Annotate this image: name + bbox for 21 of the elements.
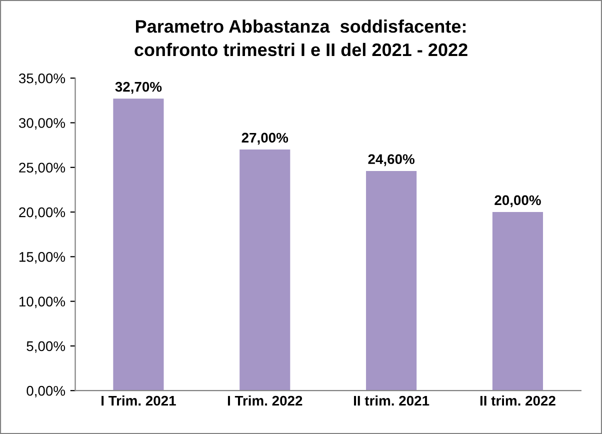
y-tick-label: 5,00%	[26, 341, 66, 353]
x-tick-label: I Trim. 2021	[102, 395, 176, 406]
y-tick-label: 10,00%	[19, 296, 66, 308]
bar	[113, 98, 164, 391]
data-label: 20,00%	[494, 195, 541, 208]
bar	[366, 170, 417, 391]
data-label: 32,70%	[115, 82, 162, 94]
bar	[240, 150, 290, 391]
x-tick-label: II trim. 2021	[354, 395, 430, 406]
y-tick-label: 30,00%	[18, 118, 66, 130]
data-label: 24,60%	[368, 154, 414, 166]
bar	[492, 212, 544, 391]
y-tick-label: 15,00%	[19, 252, 66, 264]
x-tick-label: II trim. 2022	[480, 395, 556, 406]
y-tick-label: 35,00%	[18, 73, 66, 85]
y-tick-label: 20,00%	[19, 207, 66, 219]
y-tick-label: 25,00%	[19, 162, 66, 174]
data-label: 27,00%	[242, 132, 288, 145]
x-tick-label: I Trim. 2022	[228, 395, 302, 406]
y-tick-label: 0,00%	[26, 386, 66, 398]
chart-title: Parametro Abbastanza soddisfacente: confronto trimestri I e II del 2021 - 2022	[134, 20, 468, 56]
